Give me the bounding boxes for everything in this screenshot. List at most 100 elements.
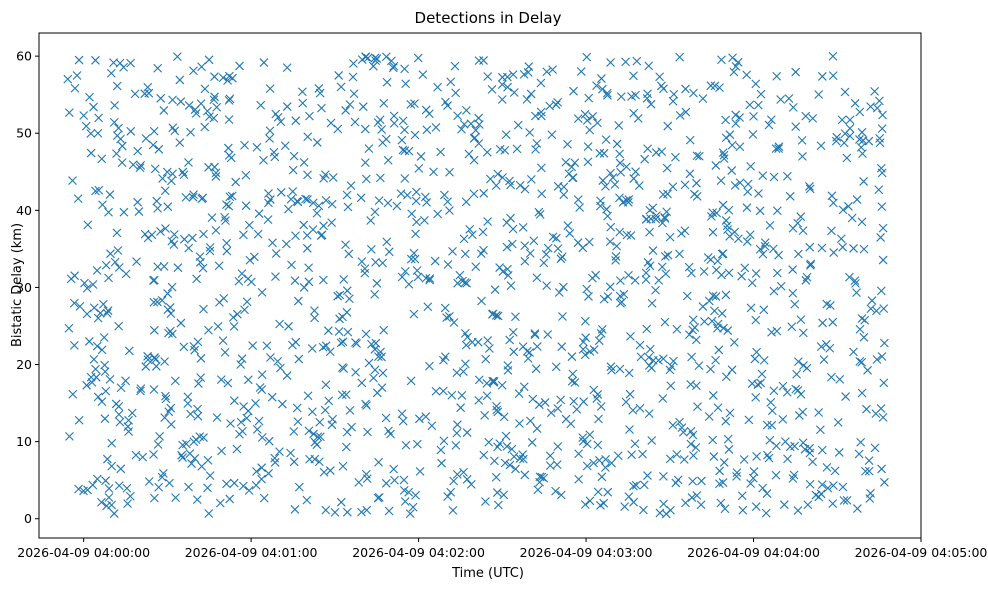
detection-point [629, 71, 638, 81]
detection-point [735, 142, 745, 152]
detection-point [497, 80, 507, 89]
detection-point [742, 203, 752, 213]
detection-point [229, 478, 239, 488]
detection-point [167, 236, 177, 246]
detection-point [774, 144, 783, 153]
detection-point [530, 330, 540, 340]
detection-point [338, 363, 347, 372]
detection-point [399, 486, 409, 495]
detection-point [193, 404, 202, 414]
detection-point [520, 241, 530, 250]
detection-point [156, 227, 165, 236]
detection-point [135, 163, 145, 173]
detection-point [827, 191, 837, 201]
detection-point [748, 473, 758, 483]
detection-point [498, 267, 508, 276]
detection-point [692, 151, 702, 161]
detection-point [159, 261, 169, 271]
detection-point [358, 102, 368, 112]
detection-point [309, 429, 318, 439]
detection-point [724, 445, 734, 454]
detection-point [859, 244, 869, 254]
detection-point [401, 79, 411, 89]
detection-point [584, 292, 593, 301]
detection-point [301, 194, 310, 204]
detection-point [159, 106, 169, 115]
detection-point [397, 409, 407, 419]
detection-point [731, 61, 741, 71]
detection-point [237, 354, 247, 364]
detection-point [439, 355, 448, 365]
detection-point [662, 163, 672, 173]
detection-point [581, 333, 591, 343]
detection-point [445, 206, 454, 215]
detection-point [341, 106, 350, 115]
detection-point [525, 416, 535, 426]
detection-point [771, 470, 781, 480]
detection-point [328, 414, 337, 424]
detection-point [752, 451, 762, 461]
detection-point [144, 477, 154, 486]
detection-point [758, 249, 768, 259]
detection-point [711, 355, 720, 365]
detection-point [733, 57, 743, 67]
detection-point [136, 161, 146, 170]
detection-point [821, 339, 831, 349]
detection-point [661, 269, 671, 279]
detection-point [712, 208, 722, 218]
detection-point [864, 466, 874, 476]
detection-point [675, 417, 684, 427]
detection-point [282, 371, 292, 380]
detection-point [687, 352, 696, 362]
detection-point [652, 211, 661, 220]
detection-point [696, 500, 706, 510]
detection-point [829, 481, 838, 490]
detection-point [671, 152, 680, 162]
detection-point [314, 84, 324, 93]
detection-point [189, 342, 199, 351]
detection-point [89, 354, 99, 364]
detection-point [492, 405, 502, 415]
detection-point [474, 396, 484, 405]
detection-point [222, 238, 232, 248]
detection-point [440, 303, 450, 313]
detection-point [615, 364, 625, 374]
detection-point [270, 458, 280, 467]
detection-point [542, 281, 552, 290]
detection-point [594, 336, 604, 346]
detection-point [427, 421, 437, 431]
detection-point [109, 509, 119, 518]
detection-point [320, 405, 330, 415]
detection-point [141, 134, 151, 143]
detection-point [143, 233, 153, 243]
detection-point [502, 441, 512, 451]
detection-point [342, 307, 352, 317]
detection-point [526, 89, 536, 99]
detection-point [480, 411, 490, 420]
detection-point [769, 386, 779, 396]
detection-point [788, 223, 798, 233]
detection-point [679, 455, 689, 464]
detection-point [659, 499, 668, 509]
detection-point [193, 411, 203, 421]
detection-point [387, 56, 396, 66]
detection-point [157, 295, 167, 305]
detection-point [389, 111, 399, 121]
detection-point [655, 72, 665, 82]
detection-point [92, 341, 102, 351]
detection-point [769, 172, 779, 182]
detection-point [368, 61, 378, 71]
detection-point [870, 443, 880, 453]
detection-point [399, 475, 409, 485]
detection-point [361, 52, 371, 62]
detection-point [759, 305, 769, 315]
detection-point [289, 457, 299, 467]
detection-point [608, 173, 618, 182]
detection-point [743, 179, 753, 189]
detection-point [404, 487, 414, 497]
detection-point [877, 124, 887, 133]
x-tick-label: 2026-04-09 04:04:00 [687, 545, 820, 560]
detection-point [574, 474, 584, 484]
detection-point [817, 72, 827, 81]
detection-point [327, 218, 337, 227]
